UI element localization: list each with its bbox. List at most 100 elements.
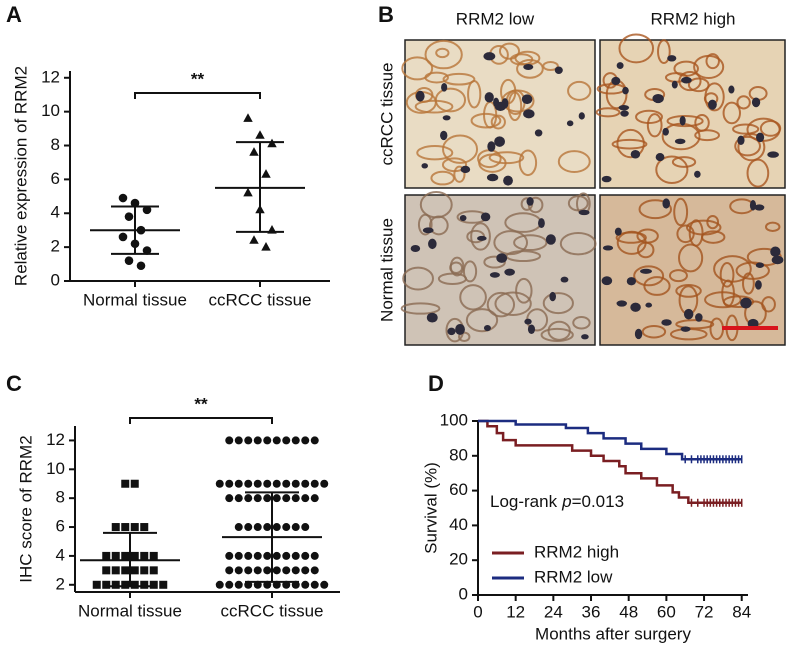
nucleus	[447, 327, 456, 336]
cell	[509, 53, 534, 66]
cell	[428, 215, 449, 236]
nucleus	[767, 151, 779, 158]
cell	[671, 156, 697, 168]
nucleus	[756, 132, 765, 143]
x-axis-title: Months after surgery	[535, 624, 691, 643]
data-point	[310, 479, 319, 488]
panel-label: B	[378, 2, 394, 27]
cell	[402, 266, 434, 291]
data-point	[310, 436, 319, 445]
data-point	[121, 523, 130, 532]
cell	[434, 87, 467, 113]
x-tick-label: 36	[582, 602, 601, 621]
data-point	[121, 551, 130, 560]
cell	[401, 56, 434, 81]
cell	[666, 114, 704, 128]
data-point	[310, 551, 319, 560]
data-point	[249, 235, 259, 244]
cell	[764, 221, 781, 232]
y-tick-label: 80	[449, 445, 468, 464]
data-point	[225, 436, 234, 445]
nucleus	[455, 323, 465, 335]
data-point	[225, 494, 234, 503]
data-point	[234, 551, 243, 560]
data-point	[121, 566, 130, 575]
x-tick-label: ccRCC tissue	[209, 290, 312, 309]
nucleus	[630, 302, 641, 312]
nucleus	[601, 276, 613, 286]
data-point	[140, 580, 149, 589]
nucleus	[496, 253, 508, 263]
data-point	[320, 479, 329, 488]
data-point	[253, 494, 262, 503]
y-tick-label: 10	[46, 459, 65, 478]
cell	[462, 260, 478, 283]
nucleus	[771, 255, 784, 265]
cell	[518, 149, 538, 177]
y-tick-label: 100	[440, 410, 468, 429]
data-point	[263, 523, 272, 532]
data-point	[263, 551, 272, 560]
data-point	[130, 523, 139, 532]
nucleus	[671, 80, 678, 89]
cell	[540, 327, 574, 343]
data-point	[124, 212, 134, 221]
data-point	[263, 479, 272, 488]
y-tick-label: 2	[51, 237, 60, 256]
nucleus	[630, 149, 641, 159]
cell	[643, 276, 671, 296]
data-point	[234, 523, 243, 532]
nucleus	[494, 101, 507, 112]
cell	[633, 265, 665, 287]
cell	[559, 232, 597, 256]
data-point	[263, 494, 272, 503]
cell	[713, 255, 752, 283]
y-axis-title: IHC score of RRM2	[16, 435, 35, 582]
cell	[704, 291, 742, 309]
data-point	[320, 580, 329, 589]
cell	[706, 214, 720, 230]
cell	[646, 113, 663, 138]
data-point	[244, 494, 253, 503]
data-point	[142, 205, 152, 215]
x-tick-label: 24	[544, 602, 563, 621]
nucleus	[534, 129, 543, 137]
cell	[693, 54, 725, 79]
x-tick-label: Normal tissue	[78, 601, 182, 620]
data-point	[102, 551, 111, 560]
cell	[547, 320, 571, 341]
data-point	[282, 436, 291, 445]
data-point	[263, 566, 272, 575]
nucleus	[674, 138, 686, 145]
x-tick-label: 60	[657, 602, 676, 621]
x-tick-label: 0	[473, 602, 482, 621]
nucleus	[614, 227, 622, 236]
cell	[732, 123, 760, 135]
nucleus	[549, 291, 556, 302]
cell	[414, 99, 454, 114]
data-point	[249, 147, 259, 156]
cell	[557, 150, 591, 173]
nucleus	[751, 97, 761, 108]
nucleus	[754, 204, 765, 211]
nucleus	[428, 238, 437, 250]
data-point	[282, 523, 291, 532]
cell	[675, 319, 715, 330]
x-tick-label: 48	[619, 602, 638, 621]
data-point	[310, 580, 319, 589]
nucleus	[422, 227, 434, 234]
nucleus	[483, 324, 491, 332]
nucleus	[754, 280, 762, 290]
annotation-part: Log-rank	[490, 492, 558, 511]
data-point	[291, 566, 300, 575]
nucleus	[524, 318, 532, 325]
nucleus	[740, 297, 752, 309]
nucleus	[661, 319, 672, 326]
cell	[567, 80, 592, 101]
cell	[498, 42, 521, 60]
data-point	[234, 494, 243, 503]
significance-label: **	[191, 69, 205, 88]
data-point	[92, 580, 101, 589]
data-point	[253, 479, 262, 488]
